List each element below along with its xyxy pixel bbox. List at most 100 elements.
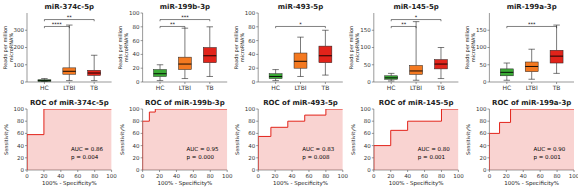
x-tick-label: 40 — [289, 173, 296, 179]
y-tick-label: 80 — [133, 118, 140, 124]
whisker-low — [556, 63, 557, 73]
whisker-low — [184, 70, 185, 79]
x-tick-label: 0 — [372, 173, 376, 179]
y-tick-label: 0 — [136, 79, 140, 85]
x-tick-label: 60 — [305, 173, 312, 179]
title: ROC of miR-199a-3p — [492, 99, 571, 107]
box — [500, 69, 513, 76]
x-tick-label: LTBI — [410, 84, 422, 91]
y-tick — [372, 145, 374, 146]
y-tick-label: 0 — [21, 167, 25, 173]
y-tick — [141, 82, 143, 83]
significance-bracket — [391, 20, 441, 22]
title: miR-493-5p — [278, 3, 323, 11]
marks — [143, 109, 228, 170]
cap-low — [553, 73, 559, 74]
significance-label: *** — [528, 21, 536, 27]
x-tick-label: 60 — [74, 173, 81, 179]
y-tick — [25, 157, 27, 158]
auc-annotation: AUC = 0.90 — [533, 146, 565, 152]
marks — [489, 109, 574, 170]
significance-bracket — [391, 26, 416, 28]
title: miR-199a-3p — [507, 3, 557, 11]
y-label: Reads per millionmicroRNA% — [233, 26, 245, 69]
auc-annotation: AUC = 0.95 — [187, 146, 219, 152]
auc-annotation: p = 0.008 — [302, 154, 330, 161]
y-tick — [487, 47, 489, 48]
y-tick — [141, 13, 143, 14]
y-label: Reads per millionmicroRNA% — [464, 26, 476, 69]
y-tick-label: 80 — [248, 24, 255, 30]
y-label: Reads per millionmicroRNA% — [348, 26, 360, 69]
y-tick — [372, 82, 374, 83]
x-tick-label: 20 — [272, 173, 279, 179]
whisker-low — [506, 76, 507, 80]
auc-annotation: AUC = 0.80 — [418, 146, 450, 152]
y-tick — [141, 68, 143, 69]
y-tick — [256, 40, 258, 41]
median — [294, 61, 307, 62]
marks — [154, 27, 217, 81]
median — [435, 64, 448, 65]
box — [294, 53, 307, 68]
y-label: Sensitivity% — [3, 124, 10, 155]
significance-bracket — [44, 20, 94, 22]
panel: ROC of miR-493-5p020406080100Sensitivity… — [234, 99, 348, 187]
x-label: 100% - Specificity% — [158, 180, 213, 187]
cap-high — [553, 25, 559, 26]
whisker-high — [506, 63, 507, 69]
x-tick-label: HC — [387, 84, 396, 91]
y-tick — [372, 121, 374, 122]
y-tick-label: 100 — [476, 106, 487, 112]
significance-label: * — [299, 21, 302, 27]
cap-low — [388, 80, 394, 81]
y-tick-label: 80 — [17, 118, 24, 124]
x-tick-label: HC — [40, 84, 49, 91]
roc-area — [258, 109, 343, 170]
y-label: Sensitivity% — [234, 124, 241, 155]
whisker-high — [531, 49, 532, 62]
panel: miR-199a-3p050100150Reads per millionmic… — [464, 3, 574, 91]
y-tick — [487, 64, 489, 65]
x-label: 100% - Specificity% — [389, 180, 444, 187]
box — [203, 48, 216, 63]
y-label: Sensitivity% — [465, 124, 472, 155]
significance-label: *** — [181, 14, 189, 20]
y-label-line: Sensitivity% — [234, 124, 241, 155]
title: ROC of miR-145-5p — [379, 99, 454, 107]
x-tick-label: LTBI — [526, 84, 538, 91]
y-label-line: microRNA% — [8, 33, 14, 63]
y-tick — [487, 30, 489, 31]
y-tick-label: 60 — [133, 38, 140, 44]
cap-low — [66, 80, 72, 81]
x-tick-label: 80 — [438, 173, 445, 179]
y-label-line: microRNA% — [470, 33, 476, 63]
roc-line — [374, 109, 459, 170]
y-tick-label: 100 — [245, 106, 256, 112]
y-tick — [372, 157, 374, 158]
auc-annotation: AUC = 0.86 — [71, 146, 103, 152]
box — [525, 62, 538, 72]
y-tick-label: 80 — [248, 118, 255, 124]
y-tick — [256, 121, 258, 122]
y-tick — [256, 54, 258, 55]
whisker-high — [275, 70, 276, 74]
x-tick-label: TB — [552, 84, 561, 91]
y-tick — [372, 133, 374, 134]
median — [385, 77, 398, 78]
y-tick-label: 100 — [245, 10, 256, 16]
x-tick-label: LTBI — [294, 84, 306, 91]
auc-annotation: p = 0.000 — [187, 154, 215, 161]
y-tick — [141, 145, 143, 146]
panel: ROC of miR-199b-3p020406080100Sensitivit… — [119, 99, 233, 187]
box — [63, 68, 76, 74]
y-tick — [256, 157, 258, 158]
y-label: Sensitivity% — [350, 124, 357, 155]
y-tick — [256, 145, 258, 146]
x-tick-label: 20 — [387, 173, 394, 179]
y-tick — [256, 68, 258, 69]
x-tick-label: LTBI — [179, 84, 191, 91]
marks — [385, 22, 448, 81]
y-label-line: Sensitivity% — [119, 124, 126, 155]
y-label-line: microRNA% — [239, 33, 245, 63]
